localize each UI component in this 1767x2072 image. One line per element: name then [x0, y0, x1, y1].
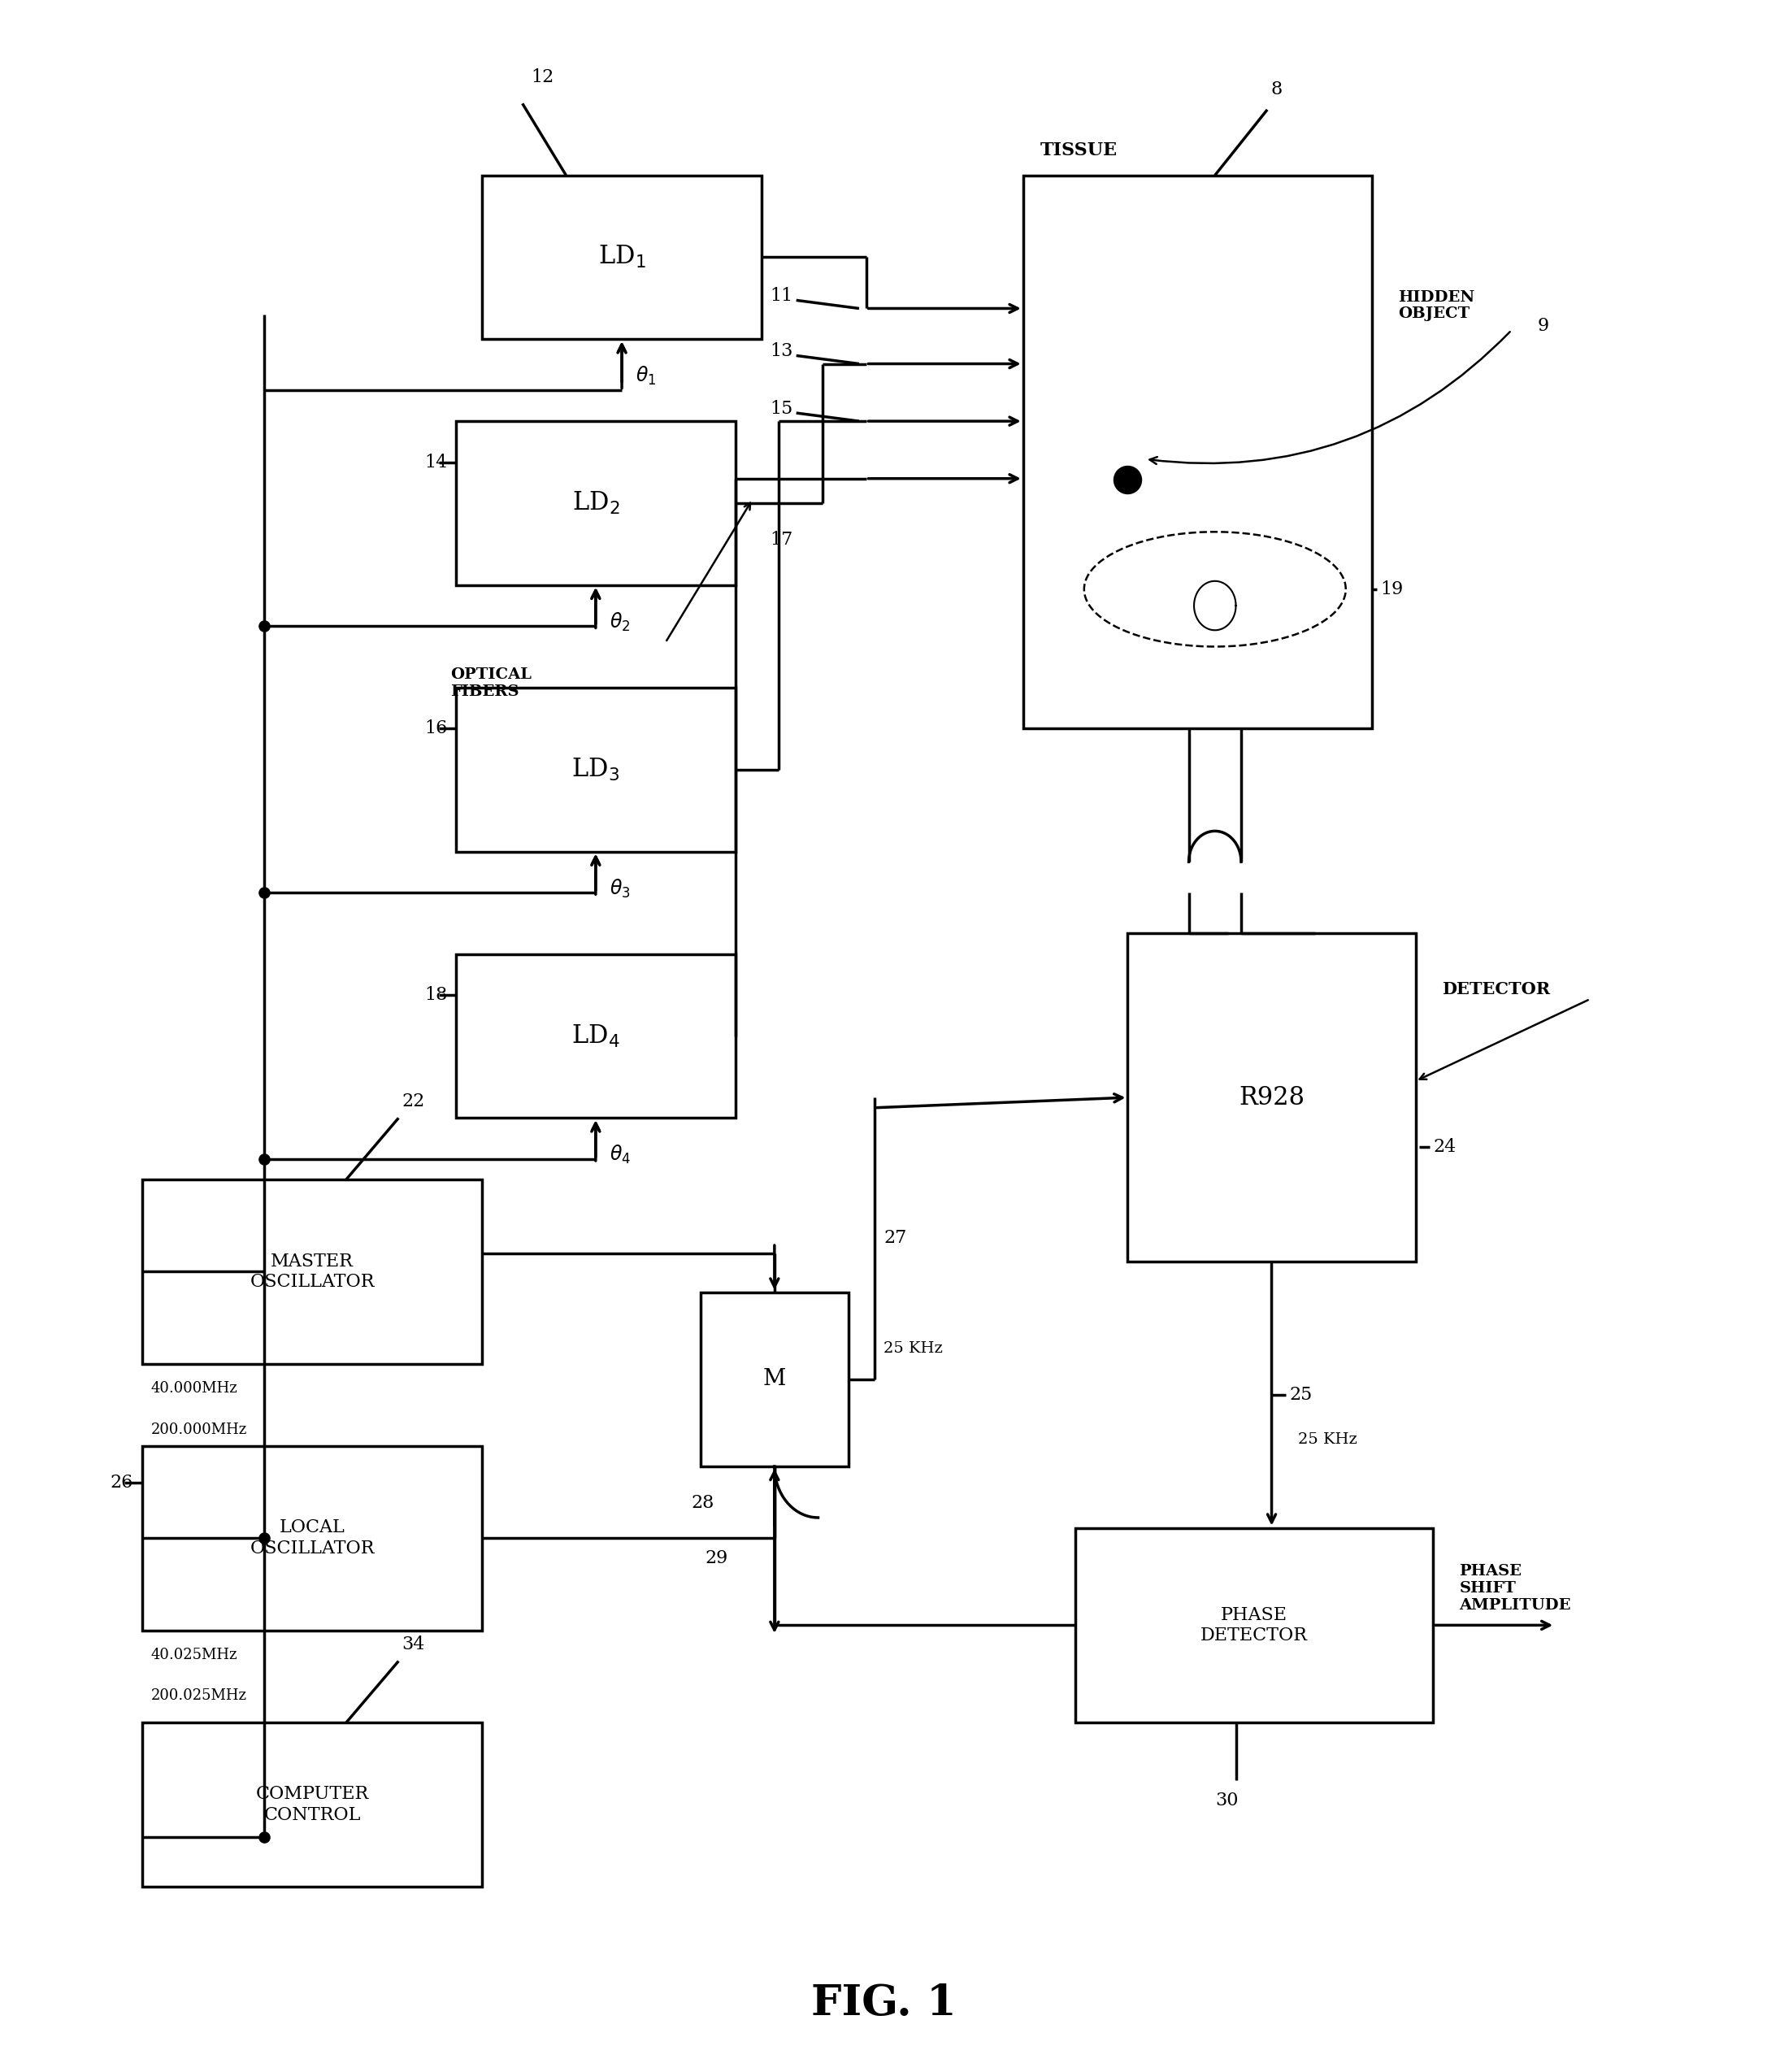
- Point: [251, 1821, 279, 1854]
- Text: PHASE
DETECTOR: PHASE DETECTOR: [1200, 1606, 1308, 1645]
- Text: LD$_3$: LD$_3$: [573, 756, 620, 783]
- Text: 200.025MHz: 200.025MHz: [150, 1689, 247, 1703]
- Text: 8: 8: [1270, 81, 1283, 97]
- Text: 16: 16: [424, 719, 447, 738]
- FancyBboxPatch shape: [456, 688, 735, 852]
- FancyBboxPatch shape: [700, 1293, 848, 1467]
- Text: 9: 9: [1537, 317, 1550, 336]
- Text: 200.000MHz: 200.000MHz: [150, 1421, 247, 1436]
- FancyBboxPatch shape: [141, 1179, 482, 1363]
- Text: HIDDEN
OBJECT: HIDDEN OBJECT: [1398, 290, 1475, 321]
- Text: 40.025MHz: 40.025MHz: [150, 1647, 237, 1662]
- FancyBboxPatch shape: [482, 176, 762, 340]
- Text: $\theta_1$: $\theta_1$: [636, 365, 656, 387]
- FancyBboxPatch shape: [1127, 934, 1415, 1262]
- Text: 26: 26: [110, 1473, 133, 1492]
- FancyBboxPatch shape: [141, 1722, 482, 1886]
- Text: M: M: [763, 1368, 786, 1390]
- Text: 24: 24: [1433, 1138, 1456, 1156]
- Text: R928: R928: [1239, 1086, 1304, 1111]
- Text: FIG. 1: FIG. 1: [811, 1983, 956, 2024]
- Text: PHASE
SHIFT
AMPLITUDE: PHASE SHIFT AMPLITUDE: [1460, 1564, 1571, 1612]
- Point: [1113, 462, 1141, 495]
- Text: 25 KHz: 25 KHz: [1297, 1432, 1357, 1446]
- Text: LD$_1$: LD$_1$: [597, 244, 645, 269]
- Text: LD$_4$: LD$_4$: [571, 1024, 620, 1048]
- FancyBboxPatch shape: [456, 953, 735, 1119]
- FancyBboxPatch shape: [141, 1446, 482, 1631]
- Text: LD$_2$: LD$_2$: [573, 491, 620, 516]
- Text: 30: 30: [1216, 1792, 1239, 1809]
- Text: $\theta_4$: $\theta_4$: [610, 1144, 631, 1167]
- Text: 15: 15: [770, 400, 793, 419]
- FancyBboxPatch shape: [1023, 176, 1371, 729]
- Text: DETECTOR: DETECTOR: [1442, 982, 1550, 997]
- FancyBboxPatch shape: [1076, 1527, 1433, 1722]
- Text: OPTICAL
FIBERS: OPTICAL FIBERS: [451, 667, 532, 698]
- Point: [251, 876, 279, 910]
- Text: $\theta_2$: $\theta_2$: [610, 611, 631, 634]
- Point: [251, 1142, 279, 1175]
- Text: 18: 18: [424, 986, 447, 1005]
- Text: MASTER
OSCILLATOR: MASTER OSCILLATOR: [249, 1251, 375, 1291]
- Point: [251, 609, 279, 642]
- Text: COMPUTER
CONTROL: COMPUTER CONTROL: [256, 1786, 369, 1823]
- Point: [251, 1521, 279, 1554]
- Text: 40.000MHz: 40.000MHz: [150, 1382, 237, 1397]
- Text: TISSUE: TISSUE: [1041, 141, 1119, 160]
- Text: LOCAL
OSCILLATOR: LOCAL OSCILLATOR: [249, 1519, 375, 1558]
- Text: 13: 13: [770, 342, 793, 361]
- Text: 19: 19: [1380, 580, 1403, 599]
- Text: 28: 28: [691, 1494, 714, 1513]
- Text: 11: 11: [770, 288, 793, 305]
- Text: 14: 14: [424, 454, 447, 470]
- FancyBboxPatch shape: [456, 421, 735, 584]
- Text: 27: 27: [884, 1229, 906, 1247]
- Text: 12: 12: [532, 68, 555, 85]
- Text: 29: 29: [705, 1550, 728, 1569]
- Text: $\theta_3$: $\theta_3$: [610, 876, 631, 899]
- Text: 25: 25: [1290, 1386, 1313, 1403]
- Text: 25 KHz: 25 KHz: [884, 1341, 944, 1355]
- Text: 22: 22: [403, 1092, 426, 1111]
- Text: 17: 17: [770, 530, 793, 549]
- Text: 34: 34: [403, 1635, 426, 1653]
